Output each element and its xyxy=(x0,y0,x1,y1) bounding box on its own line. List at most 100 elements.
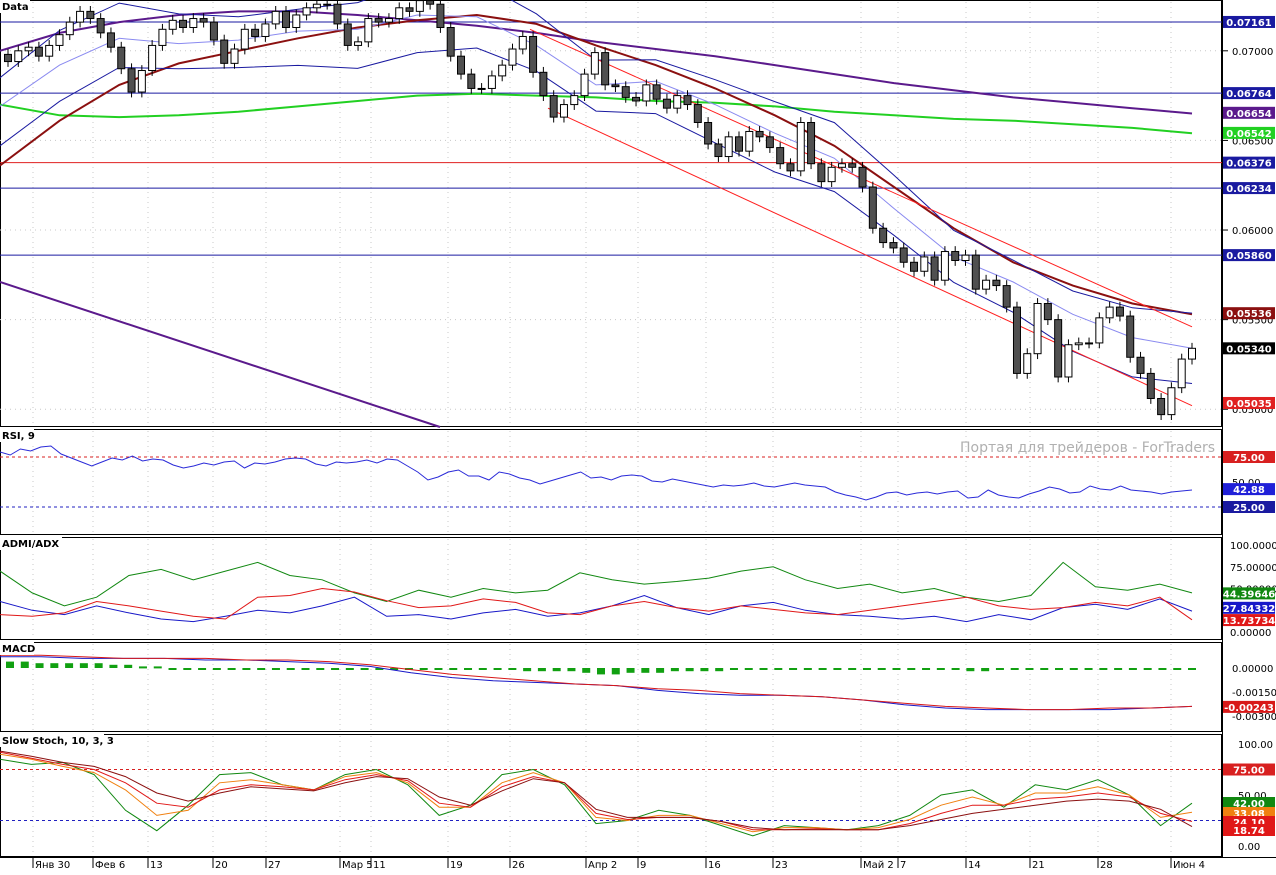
stoch-tag: 24.10 xyxy=(1233,818,1265,829)
candle-body xyxy=(1054,319,1063,378)
adx-tick-label: 0.00000 xyxy=(1230,628,1271,639)
candle-body xyxy=(55,34,64,46)
candle-body xyxy=(662,98,671,109)
x-tick-label: 9 xyxy=(640,860,646,871)
candle-body xyxy=(209,21,218,41)
candle-body xyxy=(281,10,290,29)
macd-bar xyxy=(907,668,916,670)
macd-bar xyxy=(331,668,340,670)
candle-body xyxy=(529,35,538,73)
stoch-stoch_green-line xyxy=(0,758,1193,837)
candle-body xyxy=(724,136,733,158)
panel-frame xyxy=(0,537,1222,640)
x-tick-label: Мар 5 xyxy=(342,860,373,871)
candle-body xyxy=(374,18,383,23)
candle-body xyxy=(477,87,486,90)
price-tag: 0.06542 xyxy=(1226,129,1272,140)
candle-body xyxy=(1023,353,1032,374)
candle-body xyxy=(632,96,641,102)
macd-bar xyxy=(759,668,768,670)
candle-body xyxy=(951,251,960,261)
long-trend-line xyxy=(0,281,441,428)
hline-tag: 0.06234 xyxy=(1226,184,1272,195)
macd-tag: -0.00243 xyxy=(1224,703,1274,714)
macd-bar xyxy=(641,668,650,673)
candle-body xyxy=(1064,344,1073,378)
macd-bar xyxy=(656,668,665,673)
candle-body xyxy=(312,3,321,9)
rsi-level-tag-bg xyxy=(1223,501,1275,513)
channel-lower-line xyxy=(547,107,1193,407)
macd-bar xyxy=(685,668,694,672)
candle-body xyxy=(158,28,167,46)
candle-body xyxy=(570,95,579,106)
macd-bar xyxy=(552,668,561,672)
price-tag-bg xyxy=(1223,307,1275,320)
macd-bar xyxy=(360,668,369,670)
axis-layer: Янв 30 Фев 6 13 20 27 Мар 5 11 19 26 Апр 2 9 16 23 Ма… xyxy=(32,15,1276,871)
candle-body xyxy=(1115,306,1124,317)
candle-body xyxy=(930,256,939,281)
candle-body xyxy=(848,163,857,168)
candle-body xyxy=(868,186,877,229)
candle-body xyxy=(858,166,867,188)
candle-body xyxy=(4,53,12,63)
panel-label-macd: MACD xyxy=(2,644,35,655)
macd-bar xyxy=(138,666,147,669)
candle-body xyxy=(240,28,249,50)
macd-bar xyxy=(301,668,310,670)
candle-body xyxy=(1105,306,1114,319)
candle-body xyxy=(940,251,949,281)
macd-bar xyxy=(892,668,901,670)
candle-body xyxy=(199,18,208,23)
x-tick-label: 19 xyxy=(450,860,463,871)
candle-body xyxy=(65,21,74,36)
macd-bar xyxy=(862,668,871,670)
macd-bar xyxy=(20,661,29,668)
macd-bar xyxy=(611,668,620,675)
candle-body xyxy=(76,10,85,23)
macd-bar xyxy=(523,668,532,672)
y-tick-label: 0.07000 xyxy=(1232,47,1273,58)
candle-body xyxy=(1012,306,1021,374)
price-tag-bg xyxy=(1223,396,1275,409)
x-tick-label: 26 xyxy=(512,860,525,871)
x-tick-label: Апр 2 xyxy=(588,860,617,871)
macd-bar xyxy=(390,668,399,670)
macd-bar xyxy=(567,668,576,672)
candle-body xyxy=(611,84,620,88)
candle-body xyxy=(992,279,1001,287)
hline-tag: 0.06376 xyxy=(1226,159,1272,170)
x-tick-label: 23 xyxy=(775,860,788,871)
candle-body xyxy=(683,95,692,106)
price-tag: 0.05340 xyxy=(1226,344,1272,355)
stoch-tag-bg xyxy=(1223,797,1275,809)
candle-body xyxy=(518,35,527,50)
candle-body xyxy=(590,52,599,75)
panel-frame xyxy=(0,429,1222,535)
y-tick-label: 0.05000 xyxy=(1232,405,1273,416)
candle-body xyxy=(168,19,177,30)
macd-bar xyxy=(537,668,546,672)
adx-adx_red-line xyxy=(0,587,1193,621)
rsi-line xyxy=(0,445,1193,501)
candle-body xyxy=(755,130,764,138)
macd-bar xyxy=(789,668,798,670)
hline-tag: 0.07161 xyxy=(1226,18,1272,29)
candle-body xyxy=(1126,315,1135,358)
macd-bar xyxy=(951,668,960,670)
bollinger-upper-line xyxy=(0,0,1193,314)
candle-body xyxy=(457,55,466,75)
macd-bar xyxy=(419,668,428,670)
macd-bar xyxy=(1114,668,1123,670)
rsi-level-tag: 75.00 xyxy=(1233,453,1265,464)
candle-body xyxy=(817,163,826,183)
macd-tag-bg xyxy=(1223,700,1275,713)
macd-bar xyxy=(286,668,295,670)
macd-bar xyxy=(464,668,473,670)
panel-frame xyxy=(0,734,1222,857)
candle-body xyxy=(405,7,414,12)
stoch-tag: 42.00 xyxy=(1233,799,1265,810)
stoch-level-tag: 75.00 xyxy=(1233,766,1265,777)
